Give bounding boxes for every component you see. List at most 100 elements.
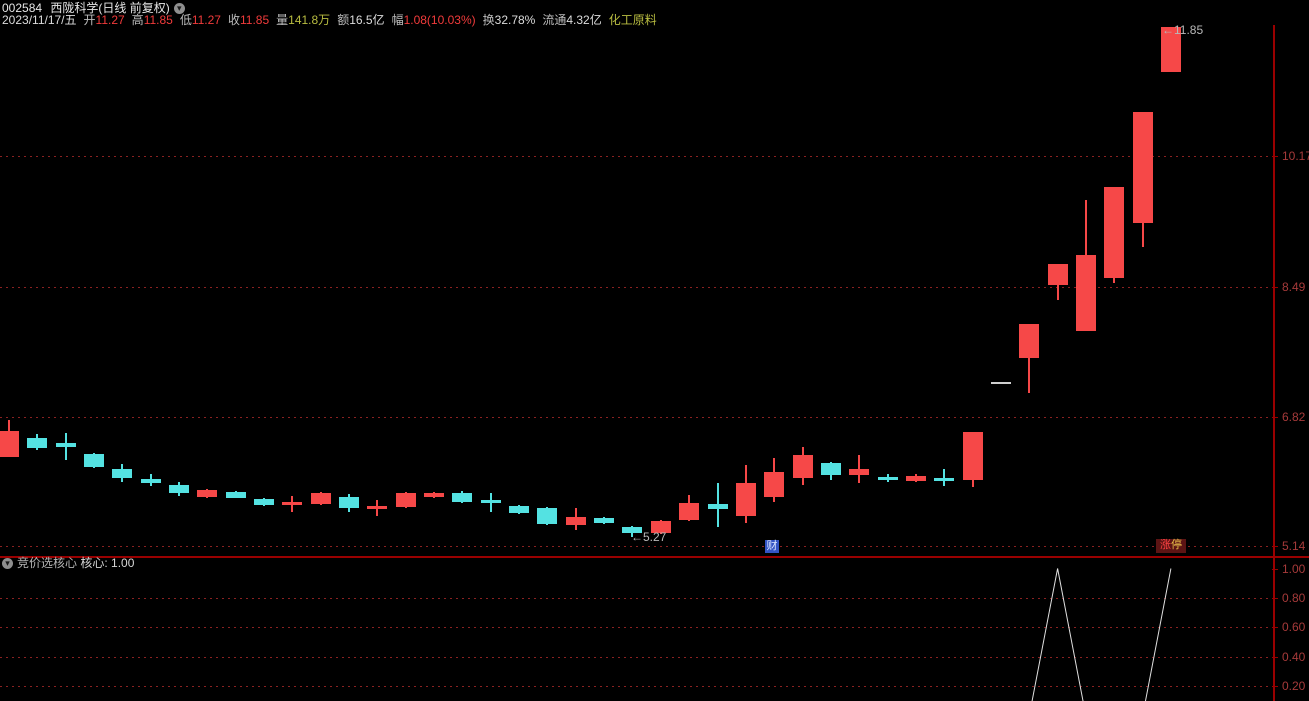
info-field-label: 换 [482, 13, 495, 27]
quote-info-bar: 2023/11/17/五 开11.27 高11.85 低11.27 收11.85 量141… [2, 14, 657, 26]
price-annotation: ←11.85 [1162, 23, 1204, 37]
price-axis-label: 6.82 [1282, 410, 1306, 424]
info-field: 量141.8万 [276, 13, 330, 27]
candle-28 [792, 455, 813, 479]
info-field-value: 4.32亿 [566, 13, 602, 27]
axis-tick [1272, 598, 1278, 599]
candle-41 [1160, 26, 1181, 72]
candle-9 [254, 499, 275, 505]
candle-1 [27, 437, 48, 449]
candle-10 [282, 502, 303, 505]
candle-6 [169, 485, 190, 494]
axis-tick [1272, 417, 1278, 418]
candle-12 [339, 496, 360, 508]
candle-29 [820, 462, 841, 476]
indicator-axis-label: 1.00 [1282, 562, 1306, 576]
candle-7 [197, 489, 218, 497]
indicator-name[interactable]: 竞价选核心 [17, 556, 78, 570]
collapse-main-icon[interactable]: ▾ [173, 3, 185, 15]
candle-16 [452, 493, 473, 503]
info-field-label: 高 [131, 13, 144, 27]
candle-38 [1075, 254, 1096, 331]
candle-21 [594, 517, 615, 524]
candle-2 [55, 443, 76, 448]
gridline [0, 598, 1273, 599]
axis-tick [1272, 546, 1278, 547]
candle-3 [84, 454, 105, 467]
candle-36 [1019, 323, 1040, 359]
stock-code: 002584 [2, 1, 43, 15]
limit-up-tag[interactable]: 涨停 [1156, 539, 1186, 553]
candle-35 [990, 382, 1011, 385]
info-field: 流通4.32亿 [542, 13, 601, 27]
info-field-value: 11.85 [143, 13, 173, 27]
candle-19 [537, 507, 558, 525]
axis-tick [1272, 287, 1278, 288]
candle-24 [679, 503, 700, 521]
candle-wick-33 [943, 468, 946, 487]
candle-20 [565, 517, 586, 525]
candle-22 [622, 527, 643, 534]
indicator-axis-label: 0.80 [1282, 591, 1306, 605]
gridline [0, 657, 1273, 658]
indicator-axis-label: 0.20 [1282, 679, 1306, 693]
indicator-line-chart [1031, 568, 1172, 701]
info-field-value: 11.27 [191, 13, 221, 27]
indicator-line [1031, 568, 1172, 701]
price-axis-label: 10.17 [1282, 149, 1309, 163]
info-field-label: 额 [337, 13, 350, 27]
info-field-label: 收 [227, 13, 240, 27]
info-field-label: 开 [83, 13, 96, 27]
candle-37 [1047, 264, 1068, 286]
candle-0 [0, 430, 19, 458]
axis-tick [1272, 627, 1278, 628]
info-field: 收11.85 [228, 13, 269, 27]
candle-5 [140, 479, 161, 483]
candle-15 [424, 493, 445, 497]
collapse-indicator-icon[interactable]: ▾ [2, 558, 13, 570]
info-field-label: 幅 [391, 13, 404, 27]
info-field-label: 量 [276, 13, 289, 27]
candle-13 [367, 506, 388, 509]
axis-tick [1272, 569, 1278, 570]
candle-4 [112, 468, 133, 479]
info-field-label: 低 [179, 13, 192, 27]
candle-31 [877, 476, 898, 480]
axis-tick [1272, 657, 1278, 658]
candle-27 [764, 472, 785, 497]
info-field-value: 32.78% [494, 13, 536, 27]
gridline [0, 627, 1273, 628]
candle-30 [849, 468, 870, 476]
limit-up-char: 停 [1171, 539, 1182, 551]
candle-40 [1132, 112, 1153, 224]
gridline [0, 686, 1273, 687]
candle-8 [225, 492, 246, 498]
candle-17 [480, 500, 501, 504]
financial-report-badge[interactable]: 财 [765, 540, 779, 553]
candle-33 [934, 478, 955, 481]
info-field: 低11.27 [180, 13, 221, 27]
gridline [0, 546, 1273, 547]
info-field-value: 11.85 [240, 13, 270, 27]
axis-tick [1272, 686, 1278, 687]
candle-25 [707, 503, 728, 509]
candle-11 [310, 493, 331, 504]
indicator-axis-label: 0.60 [1282, 620, 1306, 634]
sector-link[interactable]: 化工原料 [608, 13, 657, 27]
candle-14 [395, 493, 416, 507]
info-field: 换32.78% [483, 13, 536, 27]
info-field: 幅1.08(10.03%) [392, 13, 476, 27]
candle-39 [1104, 186, 1125, 279]
stock-title: 西陇科学(日线 前复权) [50, 1, 170, 15]
candle-18 [509, 506, 530, 514]
price-axis-label: 8.49 [1282, 280, 1306, 294]
candle-32 [905, 475, 926, 481]
title-bar: 002584 西陇科学(日线 前复权) ▾ [2, 1, 185, 15]
indicator-header: ▾ 竞价选核心 核心: 1.00 [2, 556, 134, 570]
info-field-label: 流通 [542, 13, 567, 27]
info-field-value: 141.8万 [288, 13, 331, 27]
price-annotation: ←5.27 [631, 530, 667, 544]
info-field: 高11.85 [132, 13, 173, 27]
gridline [0, 417, 1273, 418]
